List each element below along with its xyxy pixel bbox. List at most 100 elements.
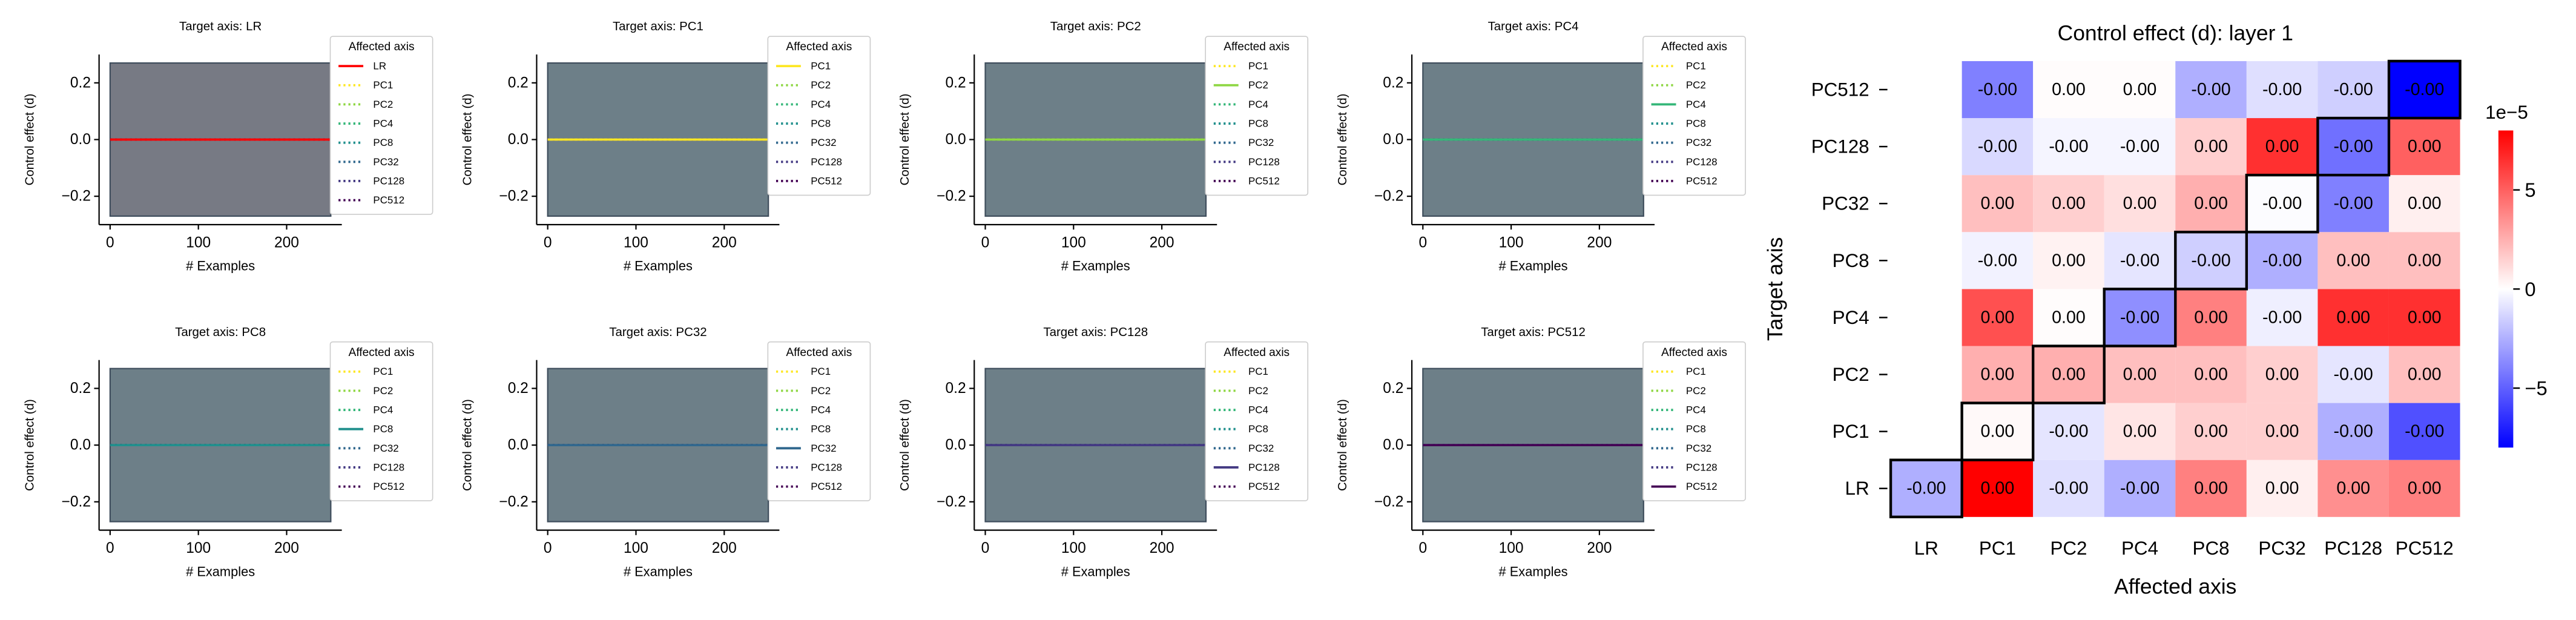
- x-axis-label: # Examples: [1499, 564, 1568, 579]
- cell-label: 0.00: [2336, 308, 2370, 327]
- heatmap-cell: [2104, 346, 2176, 403]
- x-tick-label: 0: [106, 540, 114, 556]
- y-tick-label: 0.2: [946, 74, 966, 91]
- subplot-title: Target axis: PC2: [1050, 19, 1141, 33]
- heatmap-cell: [2317, 61, 2389, 119]
- legend-label: PC1: [811, 366, 831, 377]
- x-tick-label: 100: [1061, 540, 1086, 556]
- cell-label: 0.00: [2194, 365, 2228, 384]
- cell-label: 0.00: [2123, 422, 2157, 441]
- diagonal-outline: [2031, 345, 2106, 404]
- heatmap-cell: [2033, 175, 2104, 232]
- diagonal-outline: [2245, 173, 2319, 234]
- heatmap-cell: [1962, 460, 2034, 517]
- legend-label: PC4: [811, 99, 831, 110]
- cell-label: 0.00: [2408, 251, 2442, 270]
- x-axis-label: # Examples: [186, 259, 255, 274]
- heatmap-cell: [2317, 403, 2389, 460]
- legend-label: PC32: [1248, 443, 1274, 454]
- x-tick-label: 100: [624, 540, 648, 556]
- legend-label: PC512: [373, 481, 404, 492]
- heatmap-cell: [2033, 403, 2104, 460]
- heatmap-cell: [2175, 232, 2247, 289]
- cell-label: 0.00: [1981, 422, 2015, 441]
- legend-label: PC128: [1686, 156, 1718, 168]
- cell-label: 0.00: [2194, 308, 2228, 327]
- legend-label: PC4: [1248, 99, 1268, 110]
- x-axis-label: # Examples: [1061, 259, 1130, 274]
- cell-label: 0.00: [2052, 365, 2086, 384]
- colorbar-tick-label: 5: [2525, 179, 2535, 201]
- heatmap-cell: [2246, 346, 2318, 403]
- chart-title: Control effect (d): layer 1: [2058, 21, 2293, 45]
- cell-label: -0.00: [2262, 194, 2302, 213]
- heatmap-cell: [2033, 289, 2104, 346]
- legend-box: [767, 36, 871, 196]
- legend-label: PC32: [1686, 443, 1711, 454]
- diagonal-outline: [1960, 401, 2035, 461]
- y-tick-label: −0.2: [62, 188, 91, 205]
- legend-label: PC32: [373, 443, 398, 454]
- legend-box: [1205, 36, 1309, 196]
- x-axis-label: # Examples: [624, 564, 693, 579]
- subplot-title: Target axis: PC4: [1488, 19, 1579, 33]
- legend-label: PC2: [373, 385, 393, 397]
- cell-label: 0.00: [2194, 479, 2228, 498]
- legend-box: [767, 341, 871, 501]
- x-tick-label: 0: [1418, 234, 1427, 251]
- legend-label: PC1: [1686, 61, 1706, 72]
- legend-label: PC8: [811, 423, 831, 435]
- y-tick-label: PC128: [1811, 136, 1869, 157]
- heatmap-cell: [1891, 460, 1962, 517]
- legend-label: PC128: [1248, 156, 1280, 168]
- subplot-title: Target axis: PC128: [1043, 325, 1148, 339]
- y-tick-label: −0.2: [62, 493, 91, 510]
- y-axis-label: Control effect (d): [898, 94, 912, 186]
- legend-title: Affected axis: [1224, 41, 1290, 53]
- legend-label: PC512: [1248, 175, 1280, 186]
- heatmap-cell: [2388, 118, 2460, 176]
- y-tick-label: −0.2: [1374, 188, 1403, 205]
- x-tick-label: PC2: [2050, 538, 2087, 559]
- heatmap-cell: [2033, 118, 2104, 176]
- cell-label: -0.00: [1906, 479, 1946, 498]
- x-axis-label: # Examples: [1499, 259, 1568, 274]
- heatmap-cell: [2317, 346, 2389, 403]
- heatmap-cell: [2104, 460, 2176, 517]
- legend-label: PC4: [1686, 404, 1706, 416]
- heatmap-cell: [1962, 289, 2034, 346]
- cell-label: 0.00: [2194, 137, 2228, 156]
- legend-label: PC4: [373, 404, 393, 416]
- cell-label: 0.00: [2052, 194, 2086, 213]
- heatmap-cell: [2317, 289, 2389, 346]
- legend-label: PC512: [811, 175, 842, 186]
- legend-label: PC2: [1686, 385, 1706, 397]
- diagonal-outline: [1889, 458, 1963, 518]
- y-tick-label: −0.2: [499, 188, 528, 205]
- y-tick-label: 0.2: [946, 380, 966, 397]
- legend-label: PC128: [373, 461, 404, 473]
- heatmap-cell: [2033, 61, 2104, 119]
- cell-label: 0.00: [2408, 194, 2442, 213]
- x-tick-label: 100: [1499, 234, 1524, 251]
- cell-label: -0.00: [2334, 80, 2373, 99]
- y-axis-label: Control effect (d): [1336, 94, 1349, 186]
- legend-label: PC512: [1686, 175, 1718, 186]
- x-axis-label: # Examples: [1061, 564, 1130, 579]
- heatmap-cell: [2246, 118, 2318, 176]
- heatmap-cell: [1962, 118, 2034, 176]
- legend-title: Affected axis: [1661, 41, 1727, 53]
- x-tick-label: 100: [1061, 234, 1086, 251]
- cell-label: -0.00: [2334, 194, 2373, 213]
- legend-label: PC2: [1686, 79, 1706, 91]
- cell-label: -0.00: [2191, 80, 2230, 99]
- heatmap-cell: [1962, 175, 2034, 232]
- heatmap-cell: [2317, 118, 2389, 176]
- x-axis-label: Affected axis: [2114, 574, 2236, 598]
- heatmap-cell: [2175, 289, 2247, 346]
- x-tick-label: 0: [981, 234, 990, 251]
- heatmap-cell: [2033, 232, 2104, 289]
- y-axis-label: Control effect (d): [23, 399, 37, 491]
- legend-label: PC8: [1248, 118, 1268, 130]
